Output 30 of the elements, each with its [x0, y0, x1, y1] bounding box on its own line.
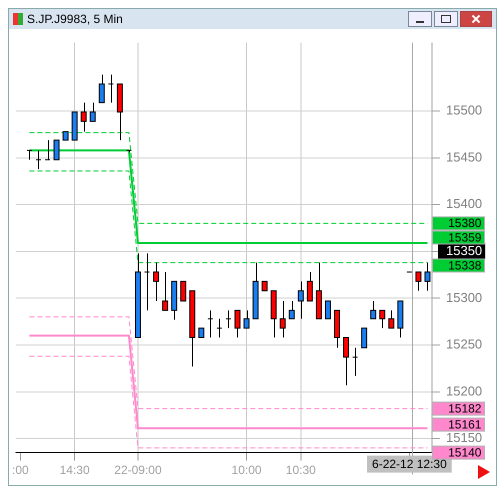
candlestick: [144, 252, 150, 311]
x-tick-label: :00: [12, 463, 30, 478]
y-tick-label: 15300: [446, 290, 482, 305]
candlestick: [216, 318, 222, 338]
x-tick-label: 6-22-12 12:30: [372, 456, 448, 471]
y-tick-label: 15450: [446, 149, 482, 164]
data-label: 15161: [448, 417, 482, 432]
y-tick-label: 15400: [446, 196, 482, 212]
candlestick: [108, 74, 114, 104]
candlestick: [352, 347, 358, 376]
candlestick: [44, 140, 50, 160]
y-tick-label: 15200: [446, 383, 482, 398]
x-tick-label: 22-09:00: [114, 463, 162, 478]
candlestick: [207, 310, 214, 338]
data-label: 15338: [448, 258, 482, 272]
data-label: 15140: [448, 445, 482, 460]
x-tick-label: 14:30: [60, 463, 90, 478]
candlestick: [225, 310, 232, 329]
chart-title: S.JP.J9983, 5 Min: [27, 12, 123, 26]
candlestick: [35, 150, 42, 170]
y-tick-label: 15500: [446, 102, 482, 118]
y-tick-label: 15350: [446, 243, 482, 258]
x-tick-label: 10:00: [232, 463, 262, 478]
y-tick-label: 15250: [446, 336, 482, 352]
data-label: 15359: [448, 230, 482, 244]
x-tick-label: 10:30: [286, 463, 316, 478]
candlestick: [26, 150, 32, 160]
data-label: 15182: [448, 401, 482, 416]
data-label: 15380: [448, 216, 482, 230]
y-tick-label: 15150: [446, 430, 482, 446]
